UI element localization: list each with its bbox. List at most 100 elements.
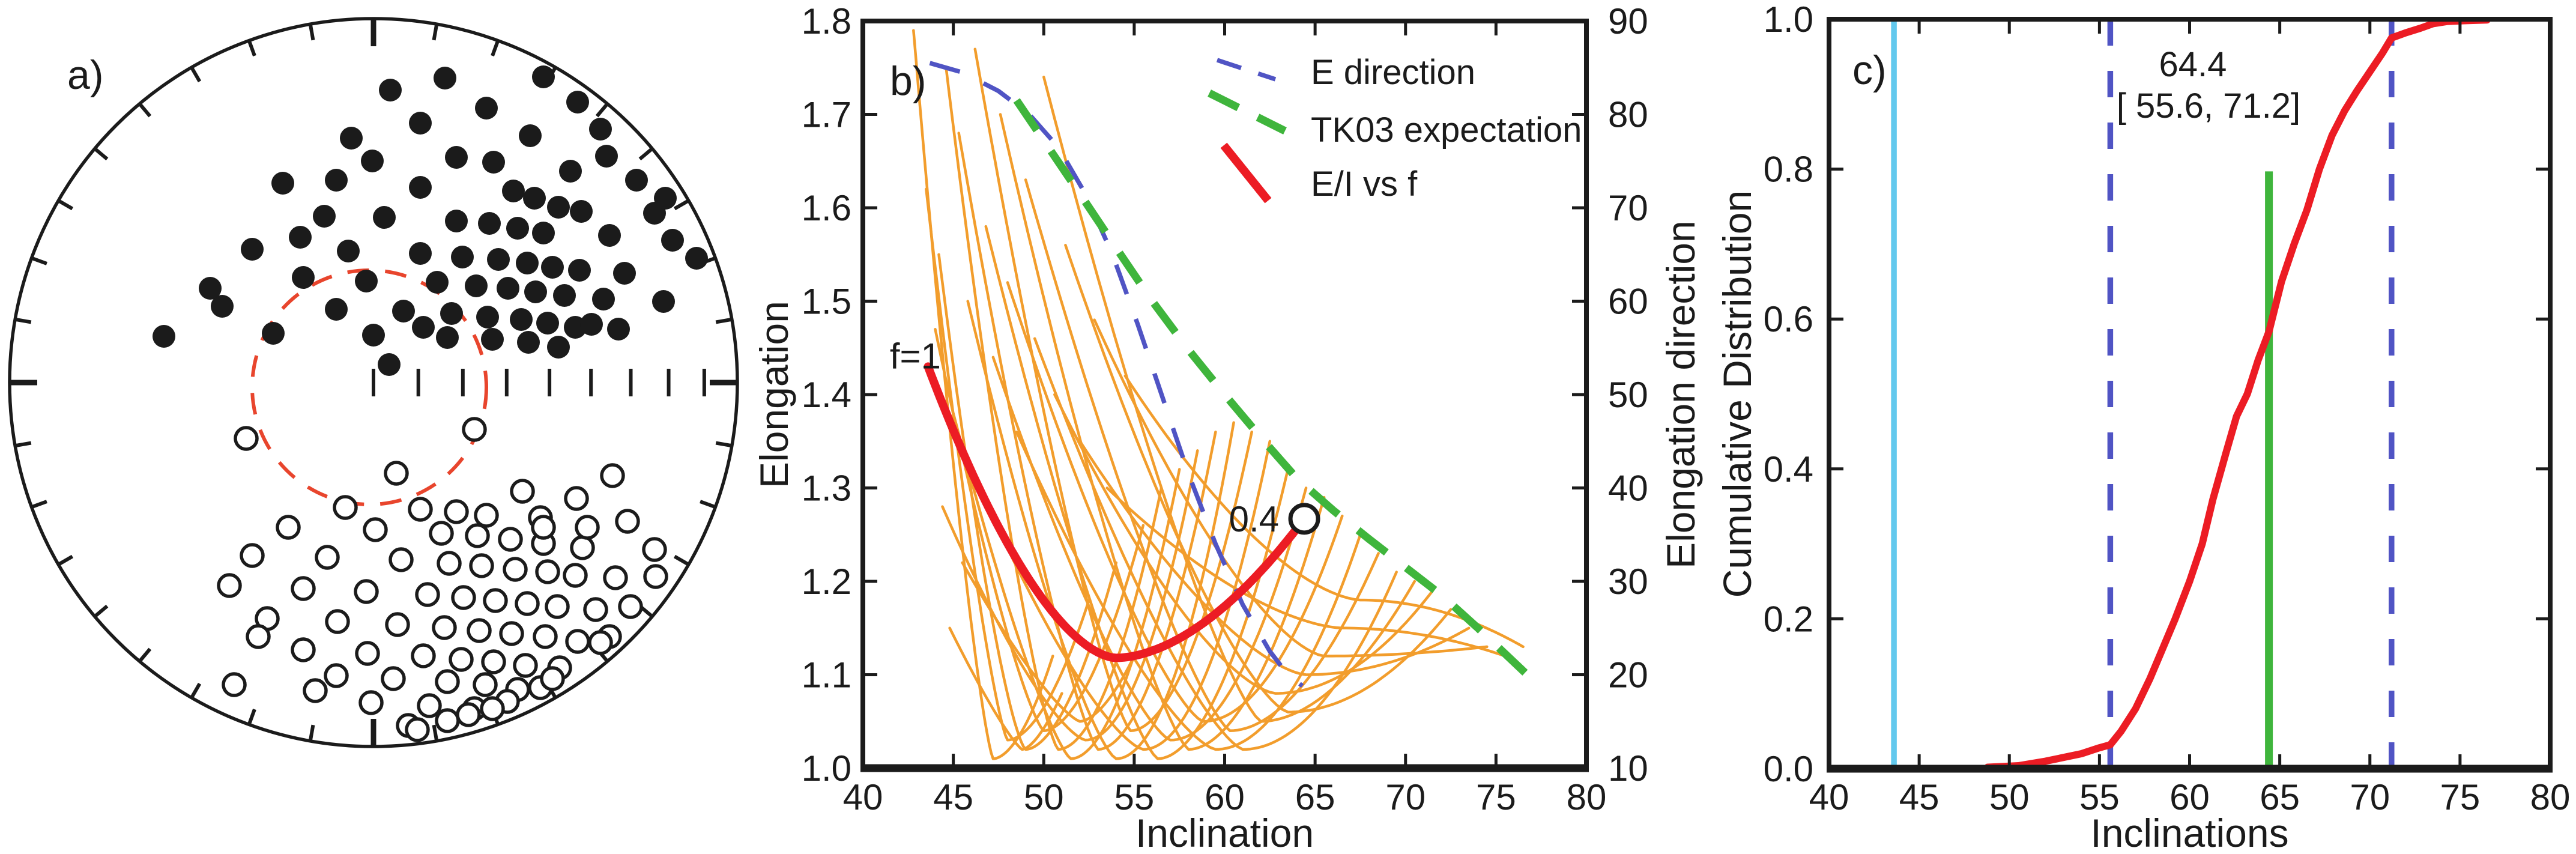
up-point xyxy=(467,618,492,643)
down-point xyxy=(652,290,675,313)
up-point xyxy=(358,690,384,715)
y-tick-label: 0.6 xyxy=(1764,299,1813,339)
x-tick-label: 50 xyxy=(1989,777,2030,817)
up-point xyxy=(503,557,528,582)
legend-swatch xyxy=(1216,58,1277,82)
up-point xyxy=(355,641,380,666)
e-direction-curve xyxy=(929,61,1304,688)
down-point xyxy=(598,224,621,247)
up-point xyxy=(513,653,538,678)
rim-tick xyxy=(700,500,716,509)
down-point xyxy=(497,277,519,300)
rim-tick xyxy=(673,554,690,566)
down-point xyxy=(532,65,555,88)
down-point xyxy=(409,176,432,199)
down-point xyxy=(325,298,348,321)
f1-annotation: f=1 xyxy=(890,336,941,376)
up-point xyxy=(481,649,506,674)
rim-tick xyxy=(432,23,439,41)
up-point xyxy=(315,545,340,570)
down-point xyxy=(355,270,378,292)
down-direction-points xyxy=(153,65,708,376)
rim-tick xyxy=(491,40,500,56)
up-point xyxy=(515,591,540,616)
up-point xyxy=(276,515,301,540)
down-point xyxy=(559,160,582,183)
down-point xyxy=(566,91,589,114)
down-point xyxy=(426,271,449,294)
up-point xyxy=(381,666,406,691)
bootstrap-ei-curve xyxy=(1064,243,1453,713)
y-tick-label-right: 30 xyxy=(1608,562,1648,602)
up-point xyxy=(325,609,350,634)
legend-entry-tk03-expectation: TK03 expectation xyxy=(1208,89,1582,150)
panel-c-frame xyxy=(1827,17,2553,771)
down-point xyxy=(547,196,570,219)
legend-entry-e-i-vs-f: E/I vs f xyxy=(1220,142,1418,204)
up-point xyxy=(531,515,556,540)
down-point xyxy=(476,306,499,329)
x-tick-label: 65 xyxy=(2260,777,2300,817)
down-point xyxy=(440,302,463,325)
up-point xyxy=(462,417,487,442)
x-tick-label: 55 xyxy=(1114,777,1155,817)
down-point xyxy=(592,288,615,310)
x-tick-label: 45 xyxy=(1899,777,1940,817)
down-point xyxy=(362,324,385,347)
x-axis-title-b: Inclination xyxy=(1135,811,1314,854)
up-point xyxy=(354,579,379,604)
panel-c-cdf-plot: 40 45 50 55 60 65 70 75 80 0.0 0.2 0.4 0.6 0.8 1.0 Incl… xyxy=(1715,0,2570,854)
panel-a-stereonet: a) xyxy=(8,17,739,748)
down-point xyxy=(506,217,529,240)
up-point xyxy=(456,702,481,727)
up-point xyxy=(291,576,316,601)
x-tick-label: 40 xyxy=(1809,777,1849,817)
up-point xyxy=(499,621,524,646)
y-tick-label-left: 1.8 xyxy=(802,1,851,41)
down-point xyxy=(580,313,603,336)
up-point xyxy=(405,717,430,742)
rim-tick xyxy=(595,102,609,118)
y-tick-label-left: 1.6 xyxy=(802,188,851,228)
down-point xyxy=(625,169,648,192)
y-axis-title-left: Elongation xyxy=(752,301,796,488)
up-point xyxy=(385,612,410,637)
tk03-expectation-curve xyxy=(1013,98,1535,683)
up-point xyxy=(588,630,613,655)
y-tick-label-left: 1.3 xyxy=(802,468,851,509)
inclination-axis-ticks xyxy=(372,369,706,396)
down-point xyxy=(607,318,630,341)
up-point xyxy=(429,521,454,546)
bootstrap-ei-curve xyxy=(1105,486,1507,658)
up-point xyxy=(217,573,242,598)
x-tick-label: 75 xyxy=(1476,777,1516,817)
y-tick-label-right: 60 xyxy=(1608,282,1648,322)
rim-tick xyxy=(14,441,32,448)
down-point xyxy=(532,222,555,244)
down-point xyxy=(361,150,384,172)
legend-label: E/I vs f xyxy=(1311,165,1418,204)
x-tick-label: 50 xyxy=(1024,777,1064,817)
rim-tick xyxy=(638,147,654,161)
y-tick-label-left: 1.7 xyxy=(802,95,851,135)
down-point xyxy=(451,246,474,268)
bootstrap-ei-curve xyxy=(1006,281,1344,723)
down-point xyxy=(510,308,533,331)
y-tick-label-right: 20 xyxy=(1608,655,1648,695)
y-tick-label-right: 40 xyxy=(1608,468,1648,509)
rim-tick xyxy=(715,317,733,324)
up-point xyxy=(389,547,414,572)
down-point xyxy=(211,295,234,318)
up-point xyxy=(408,497,433,522)
y-tick-label-right: 90 xyxy=(1608,1,1648,41)
bootstrap-ei-curve xyxy=(1093,318,1489,658)
down-point xyxy=(271,172,294,195)
x-tick-label: 65 xyxy=(1295,777,1335,817)
legend-swatch xyxy=(1220,142,1272,204)
down-point xyxy=(570,200,593,223)
down-point xyxy=(541,256,564,279)
up-point xyxy=(417,693,442,718)
rim-tick xyxy=(308,724,315,742)
legend-entry-e-direction: E direction xyxy=(1216,53,1475,92)
